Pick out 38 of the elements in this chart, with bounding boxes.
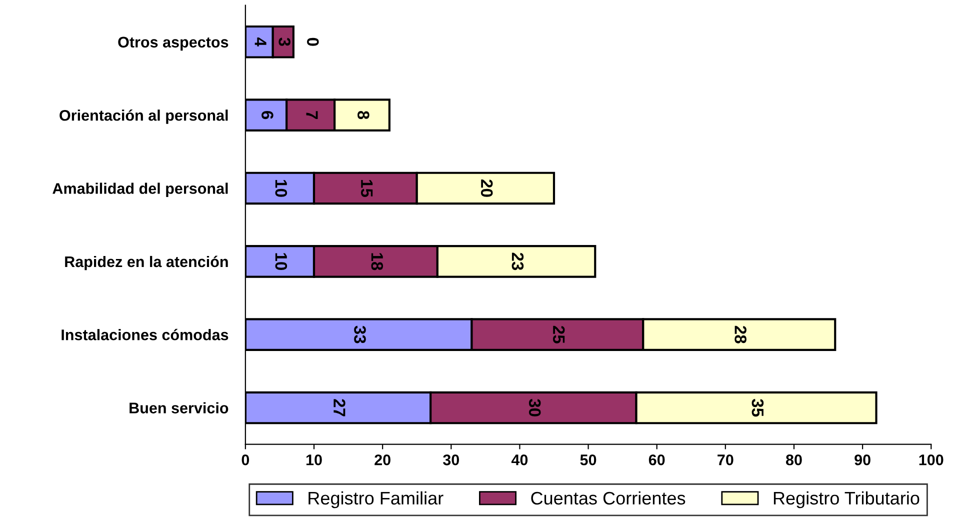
legend-label: Registro Familiar — [308, 491, 444, 508]
y-tick-label: Orientación al personal — [60, 109, 228, 124]
data-label: 18 — [371, 253, 384, 270]
data-label: 20 — [480, 180, 493, 197]
data-label: 33 — [354, 326, 366, 344]
data-label: 7 — [306, 111, 318, 119]
data-label: 6 — [262, 111, 274, 120]
x-tick-label: 100 — [919, 454, 944, 466]
data-label: 0 — [307, 38, 319, 46]
x-tick-label: 70 — [718, 454, 734, 466]
y-tick-label: Amabilidad del personal — [52, 182, 228, 197]
data-label: 28 — [734, 326, 746, 344]
data-label: 27 — [334, 399, 346, 416]
x-tick-label: 0 — [242, 454, 250, 466]
x-tick-label: 40 — [511, 454, 528, 466]
data-label: 35 — [752, 398, 764, 417]
x-tick-label: 60 — [648, 454, 665, 466]
x-tick-label: 50 — [580, 454, 596, 466]
data-label: 25 — [552, 326, 565, 344]
x-tick-label: 80 — [786, 454, 802, 466]
data-label: 8 — [358, 110, 370, 120]
y-tick-label: Otros aspectos — [118, 36, 228, 51]
data-label: 3 — [278, 38, 290, 46]
data-label: 4 — [254, 38, 266, 46]
data-label: 10 — [275, 253, 288, 270]
x-tick-label: 20 — [374, 454, 390, 466]
data-label: 10 — [275, 180, 288, 197]
data-label: 23 — [512, 252, 524, 270]
data-label: 15 — [360, 180, 373, 198]
y-tick-label: Rapidez en la atención — [65, 256, 228, 270]
x-tick-label: 90 — [854, 454, 870, 466]
x-tick-label: 30 — [442, 454, 460, 466]
legend-label: Cuentas Corrientes — [531, 491, 686, 505]
legend-label: Registro Tributario — [774, 491, 920, 508]
y-tick-label: Instalaciones cómodas — [62, 328, 228, 340]
y-tick-label: Buen servicio — [130, 402, 228, 414]
data-label: 30 — [528, 398, 541, 416]
x-tick-label: 10 — [306, 454, 322, 466]
